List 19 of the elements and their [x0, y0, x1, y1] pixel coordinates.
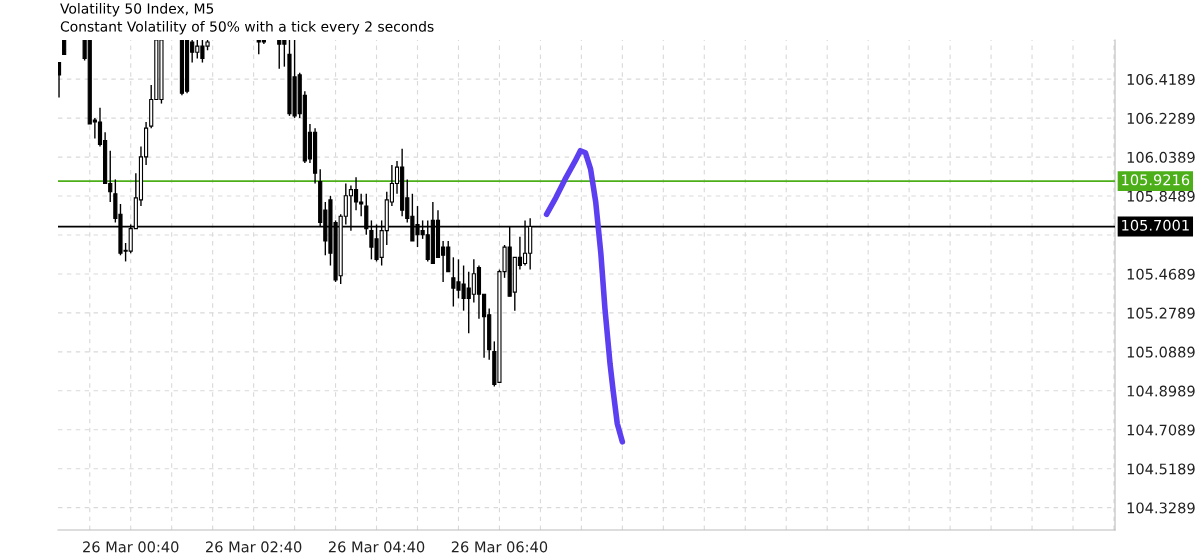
- y-tick-label: 104.3289: [1127, 502, 1195, 514]
- y-tick-label: 106.4189: [1127, 73, 1195, 85]
- y-tick-label: 106.0389: [1127, 151, 1195, 163]
- y-tick-label: 104.7089: [1127, 424, 1195, 436]
- x-tick-label: 26 Mar 06:40: [451, 541, 548, 553]
- y-tick-label: 105.8489: [1127, 190, 1195, 202]
- y-tick-label: 106.2289: [1127, 112, 1195, 124]
- ref-line-label: 105.9216: [1122, 174, 1190, 186]
- x-tick-label: 26 Mar 00:40: [83, 541, 179, 553]
- y-tick-label: 104.5189: [1127, 463, 1195, 475]
- y-tick-label: 104.8989: [1127, 385, 1195, 397]
- chart-title: Volatility 50 Index, M5: [60, 3, 214, 17]
- ref-line-label: 105.7001: [1122, 219, 1189, 231]
- y-tick-label: 105.2789: [1127, 307, 1195, 319]
- chart-subtitle: Constant Volatility of 50% with a tick every 2 seconds: [60, 21, 434, 35]
- y-tick-label: 105.0889: [1127, 346, 1195, 358]
- x-tick-label: 26 Mar 02:40: [206, 541, 302, 553]
- x-tick-label: 26 Mar 04:40: [328, 541, 425, 553]
- y-tick-label: 105.4689: [1127, 268, 1195, 280]
